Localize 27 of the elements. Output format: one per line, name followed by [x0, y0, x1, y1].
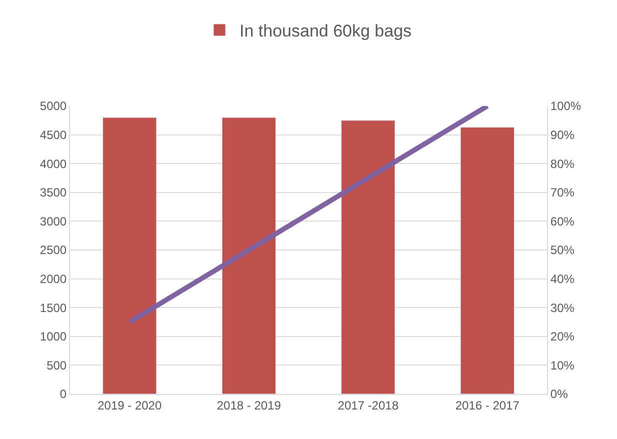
y2-tick-label: 10% [550, 358, 575, 372]
y2-tick-label: 70% [550, 186, 575, 200]
y2-tick-label: 90% [550, 128, 575, 142]
y-tick-label: 3500 [40, 186, 67, 200]
y-tick-label: 5000 [40, 99, 67, 114]
y2-tick-label: 0% [550, 387, 568, 402]
y-tick-label: 500 [46, 358, 67, 372]
x-tick-label: 2017 -2018 [338, 398, 399, 412]
legend-label: In thousand 60kg bags [240, 22, 412, 41]
y2-tick-label: 80% [550, 156, 575, 171]
y2-tick-label: 60% [550, 214, 575, 228]
y-tick-label: 4000 [40, 156, 67, 171]
x-tick-label: 2016 - 2017 [455, 398, 520, 412]
y2-tick-label: 40% [550, 272, 575, 286]
y-tick-label: 3000 [40, 214, 67, 228]
y-tick-label: 1500 [40, 300, 67, 315]
y2-tick-label: 30% [550, 300, 575, 315]
y2-tick-label: 20% [550, 330, 575, 344]
y-tick-label: 0 [60, 387, 67, 402]
y2-tick-label: 50% [550, 243, 575, 258]
y-tick-label: 2500 [40, 243, 67, 258]
y-tick-label: 1000 [40, 330, 67, 344]
y2-tick-label: 100% [550, 99, 582, 114]
y-tick-label: 2000 [40, 272, 67, 286]
x-tick-label: 2019 - 2020 [98, 398, 162, 412]
x-tick-label: 2018 - 2019 [216, 398, 282, 412]
y-tick-label: 4500 [40, 128, 67, 142]
